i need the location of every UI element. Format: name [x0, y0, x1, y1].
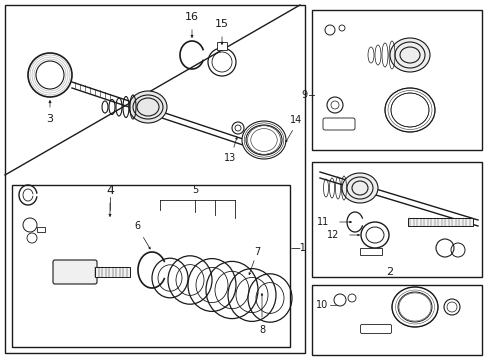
Bar [311, 10, 481, 150]
Text: 8: 8 [259, 325, 264, 335]
Bar [407, 218, 472, 226]
Text: 11: 11 [316, 217, 328, 227]
Text: 5: 5 [191, 185, 198, 195]
Text: 10: 10 [315, 300, 327, 310]
Text: 15: 15 [215, 19, 228, 29]
Ellipse shape [129, 91, 167, 123]
Text: 9: 9 [301, 90, 307, 100]
Text: 13: 13 [224, 153, 236, 163]
Bar [95, 267, 130, 277]
Text: 12: 12 [326, 230, 338, 240]
Bar [217, 42, 226, 50]
Ellipse shape [389, 38, 429, 72]
Bar [311, 162, 481, 277]
Bar [12, 185, 289, 347]
Ellipse shape [341, 173, 377, 203]
Bar [359, 248, 381, 255]
Text: 16: 16 [184, 12, 199, 22]
FancyBboxPatch shape [53, 260, 97, 284]
Text: 7: 7 [253, 247, 260, 257]
Ellipse shape [242, 121, 285, 159]
Bar [5, 5, 305, 353]
FancyBboxPatch shape [360, 324, 391, 333]
Text: 14: 14 [289, 115, 302, 125]
Bar [311, 285, 481, 355]
Text: —1: —1 [289, 243, 305, 253]
Bar [37, 227, 45, 232]
Text: 3: 3 [46, 114, 53, 124]
Text: 6: 6 [134, 221, 140, 231]
Text: 4: 4 [106, 184, 114, 197]
FancyBboxPatch shape [323, 118, 354, 130]
Text: 2: 2 [386, 267, 393, 277]
